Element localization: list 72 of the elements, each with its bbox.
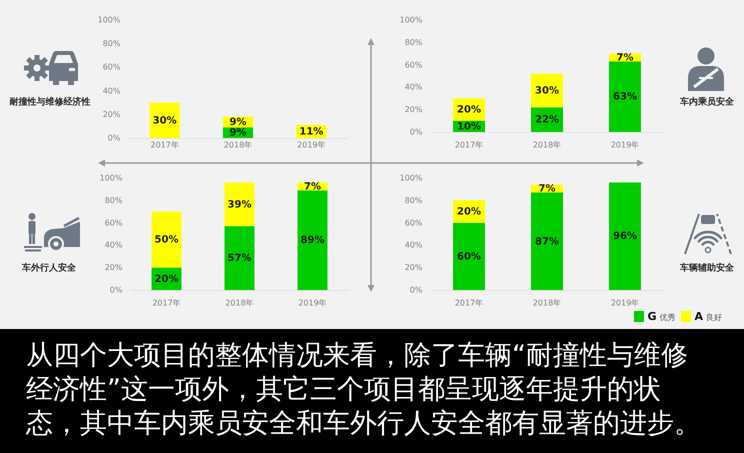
data-label: 87%	[535, 236, 559, 248]
text: 车内乘员安全	[680, 98, 734, 108]
data-label: 7%	[616, 52, 634, 64]
y-tick-label: 40%	[104, 240, 122, 250]
y-tick-label: 60%	[404, 60, 423, 70]
bar	[609, 61, 641, 132]
data-label: 30%	[152, 115, 176, 126]
text: 耐撞性与维修经济性	[10, 98, 90, 108]
data-label: 96%	[613, 231, 637, 242]
y-tick-label: 20%	[404, 263, 423, 272]
data-label: 10%	[457, 121, 481, 132]
y-tick-label: 40%	[404, 82, 423, 92]
y-tick-label: 100%	[97, 16, 120, 24]
x-tick-label: 2018年	[532, 298, 562, 308]
y-tick-label: 60%	[104, 218, 122, 228]
data-label: 30%	[535, 86, 559, 97]
data-label: 22%	[535, 114, 559, 126]
y-tick-label: 80%	[104, 196, 122, 205]
x-tick-label: 2018年	[223, 140, 252, 150]
y-tick-label: 80%	[404, 196, 423, 205]
data-label: 50%	[154, 234, 178, 246]
y-tick-label: 0%	[410, 128, 423, 136]
data-label: 7%	[538, 184, 556, 195]
x-tick-label: 2017年	[152, 298, 180, 308]
y-tick-label: 0%	[109, 286, 122, 294]
data-label: 89%	[300, 235, 324, 246]
y-tick-label: 100%	[99, 174, 122, 182]
bar	[224, 226, 254, 290]
x-tick-label: 2017年	[150, 140, 178, 150]
y-tick-label: 100%	[400, 174, 423, 182]
y-tick-label: 20%	[102, 110, 120, 119]
data-label: 39%	[227, 199, 251, 210]
data-label: 57%	[227, 253, 251, 264]
data-label: 11%	[298, 126, 323, 138]
y-tick-label: 60%	[102, 62, 120, 72]
data-label: 20%	[154, 274, 178, 285]
bar	[151, 212, 181, 268]
y-tick-label: 100%	[400, 16, 423, 24]
bar	[609, 182, 641, 290]
y-tick-label: 40%	[102, 86, 120, 96]
data-label: 20%	[457, 206, 481, 218]
text: 车辆辅助安全	[680, 264, 734, 274]
bar	[453, 222, 485, 290]
y-tick-label: 80%	[404, 38, 423, 47]
y-tick-label: 60%	[404, 218, 423, 228]
y-tick-label: 20%	[104, 263, 122, 272]
x-tick-label: 2019年	[298, 298, 326, 308]
data-label: 20%	[457, 104, 481, 116]
legend-label: A 良好	[694, 310, 722, 323]
legend-label: G 优秀	[647, 310, 676, 323]
x-tick-label: 2019年	[610, 140, 640, 150]
data-label: 9%	[229, 117, 246, 128]
y-tick-label: 40%	[404, 240, 423, 250]
text: 车外行人安全	[22, 264, 76, 274]
x-tick-label: 2018年	[532, 140, 562, 150]
bar	[297, 190, 327, 290]
y-tick-label: 0%	[107, 134, 120, 142]
x-tick-label: 2019年	[610, 298, 640, 308]
y-tick-label: 0%	[410, 286, 423, 294]
x-tick-label: 2017年	[454, 140, 484, 150]
bar	[224, 182, 254, 226]
x-tick-label: 2017年	[454, 298, 484, 308]
y-tick-label: 80%	[102, 39, 120, 48]
data-label: 9%	[229, 128, 246, 139]
text: 从四个大项目的整体情况来看，除了车辆“耐撞性与维修经济性”这一项外，其它三个项目都呈现逐年提升的状态，其中车内乘员安全和车外行人安全都有显著的进步。	[26, 339, 702, 441]
data-label: 63%	[613, 92, 637, 103]
x-tick-label: 2019年	[296, 140, 326, 150]
x-tick-label: 2018年	[224, 298, 254, 308]
y-tick-label: 20%	[404, 105, 423, 114]
data-label: 7%	[304, 181, 320, 192]
data-label: 60%	[457, 251, 481, 262]
bar	[531, 192, 563, 290]
